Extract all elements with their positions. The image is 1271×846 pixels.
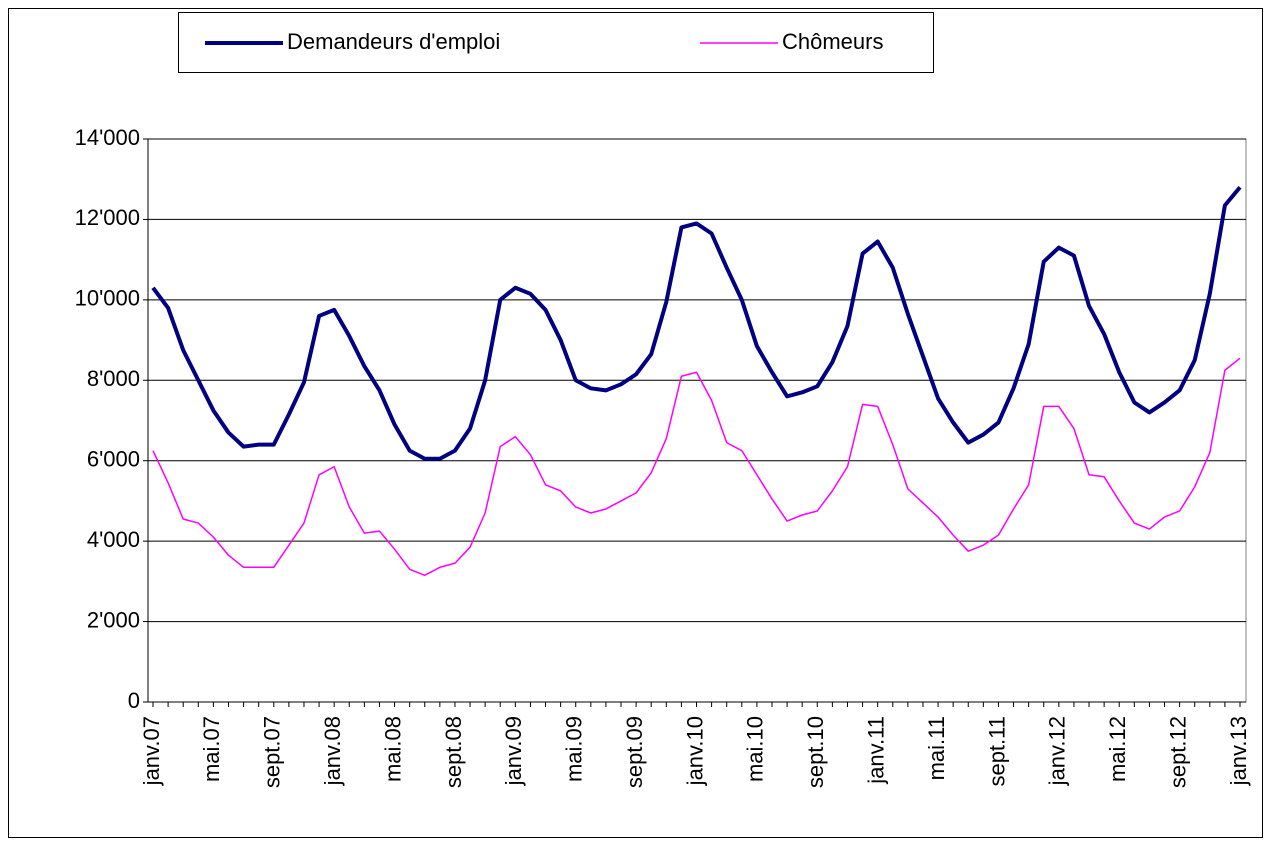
y-tick-label: 4'000	[87, 527, 140, 552]
x-tick-label: janv.07	[139, 716, 164, 786]
x-tick-label: janv.11	[863, 716, 888, 785]
legend-label: Chômeurs	[782, 29, 883, 54]
x-tick-label: sept.07	[260, 716, 285, 788]
legend-label: Demandeurs d'emploi	[287, 29, 500, 54]
x-tick-label: mai.12	[1105, 716, 1130, 782]
x-tick-label: mai.09	[562, 716, 587, 782]
x-tick-label: mai.07	[199, 716, 224, 782]
y-tick-label: 12'000	[75, 205, 140, 230]
y-tick-label: 0	[128, 688, 140, 713]
x-tick-label: janv.10	[682, 716, 707, 786]
x-tick-label: sept.11	[984, 716, 1009, 787]
x-tick-label: sept.08	[441, 716, 466, 788]
x-tick-label: sept.12	[1165, 716, 1190, 788]
x-tick-label: janv.08	[320, 716, 345, 786]
series-line	[152, 357, 1241, 577]
y-tick-label: 8'000	[87, 366, 140, 391]
x-tick-label: mai.11	[924, 716, 949, 780]
legend-box	[178, 12, 934, 73]
x-tick-label: sept.09	[622, 716, 647, 788]
series-line	[151, 185, 1242, 461]
y-tick-label: 10'000	[75, 286, 140, 311]
y-tick-label: 6'000	[87, 447, 140, 472]
y-tick-label: 14'000	[75, 125, 140, 150]
y-tick-label: 2'000	[87, 607, 140, 632]
x-tick-label: janv.13	[1226, 716, 1251, 786]
x-tick-label: sept.10	[803, 716, 828, 788]
x-tick-label: mai.10	[743, 716, 768, 782]
x-tick-label: janv.12	[1045, 716, 1070, 786]
x-tick-label: mai.08	[380, 716, 405, 782]
x-tick-label: janv.09	[501, 716, 526, 786]
